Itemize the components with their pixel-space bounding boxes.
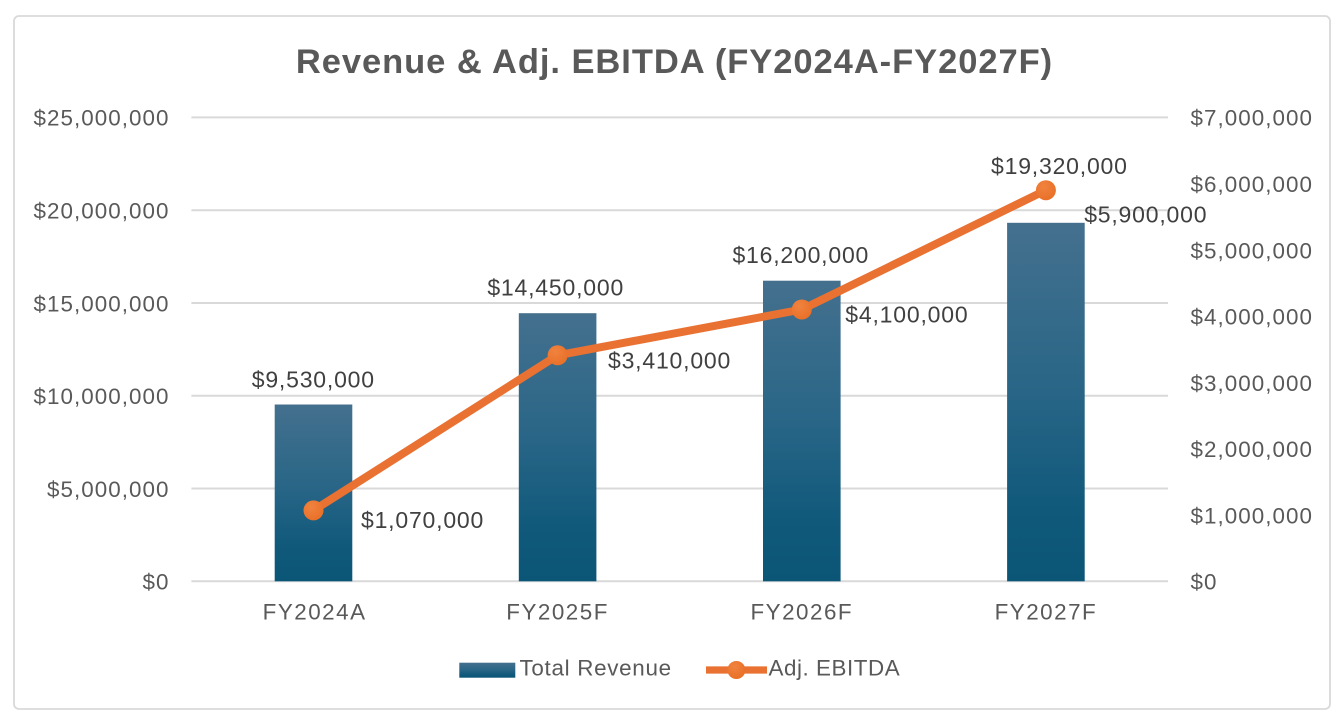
svg-text:$3,410,000: $3,410,000 [608,348,731,374]
svg-text:FY2027F: FY2027F [995,600,1098,625]
svg-text:FY2025F: FY2025F [506,600,609,625]
svg-text:$3,000,000: $3,000,000 [1191,371,1313,396]
svg-text:Revenue & Adj. EBITDA (FY2024A: Revenue & Adj. EBITDA (FY2024A-FY2027F) [296,43,1053,81]
svg-text:$5,900,000: $5,900,000 [1084,201,1207,227]
svg-text:$6,000,000: $6,000,000 [1191,172,1313,197]
svg-text:$0: $0 [143,570,170,595]
svg-text:$5,000,000: $5,000,000 [1191,238,1313,263]
svg-text:FY2024A: FY2024A [263,600,367,625]
svg-text:$14,450,000: $14,450,000 [487,275,624,301]
svg-text:$19,320,000: $19,320,000 [991,153,1128,179]
svg-text:Total Revenue: Total Revenue [520,656,672,681]
svg-text:FY2026F: FY2026F [750,600,853,625]
svg-text:$1,070,000: $1,070,000 [361,507,484,533]
svg-text:$2,000,000: $2,000,000 [1191,437,1313,462]
svg-text:$4,000,000: $4,000,000 [1191,305,1313,330]
svg-text:Adj. EBITDA: Adj. EBITDA [769,656,901,681]
svg-text:$5,000,000: $5,000,000 [47,477,169,502]
svg-text:$4,100,000: $4,100,000 [845,301,968,327]
svg-text:$10,000,000: $10,000,000 [34,384,170,409]
svg-text:$20,000,000: $20,000,000 [34,199,170,224]
svg-text:$16,200,000: $16,200,000 [732,242,869,268]
svg-text:$9,530,000: $9,530,000 [252,366,375,392]
svg-text:$1,000,000: $1,000,000 [1191,503,1313,528]
svg-text:$25,000,000: $25,000,000 [34,106,170,131]
svg-text:$7,000,000: $7,000,000 [1191,106,1313,131]
svg-text:$15,000,000: $15,000,000 [34,291,170,316]
svg-text:$0: $0 [1191,570,1218,595]
